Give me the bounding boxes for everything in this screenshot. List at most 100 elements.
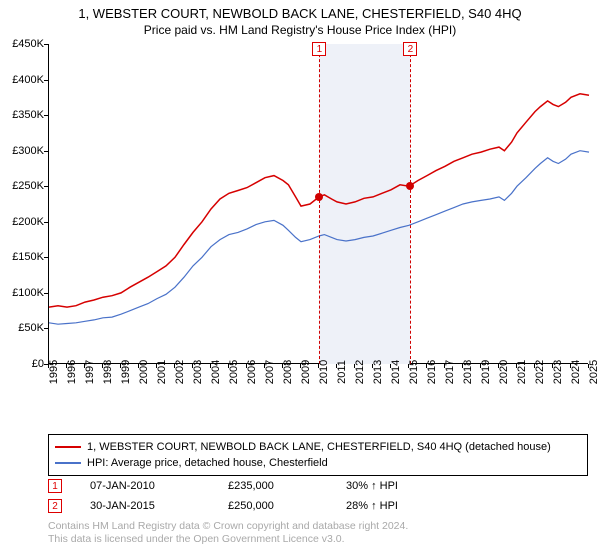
sale-marker-line bbox=[410, 44, 411, 364]
x-axis-label: 2005 bbox=[228, 360, 240, 384]
sales-table: 1 07-JAN-2010 £235,000 30% ↑ HPI 2 30-JA… bbox=[48, 476, 588, 516]
x-axis-tick bbox=[264, 364, 265, 368]
chart-container: 1, WEBSTER COURT, NEWBOLD BACK LANE, CHE… bbox=[0, 0, 600, 560]
y-axis-label: £0 bbox=[32, 358, 44, 370]
x-axis-label: 2006 bbox=[246, 360, 258, 384]
x-axis-label: 2022 bbox=[534, 360, 546, 384]
x-axis-label: 2016 bbox=[426, 360, 438, 384]
x-axis-label: 2002 bbox=[174, 360, 186, 384]
x-axis-label: 2025 bbox=[588, 360, 600, 384]
x-axis-tick bbox=[354, 364, 355, 368]
sale-marker: 2 bbox=[48, 499, 62, 513]
legend-swatch bbox=[55, 446, 81, 448]
x-axis-tick bbox=[174, 364, 175, 368]
x-axis-tick bbox=[84, 364, 85, 368]
sale-point bbox=[406, 182, 414, 190]
y-axis-label: £100K bbox=[12, 287, 44, 299]
sale-marker: 1 bbox=[48, 479, 62, 493]
sale-pct: 28% ↑ HPI bbox=[346, 496, 436, 516]
x-axis-tick bbox=[318, 364, 319, 368]
legend-row: HPI: Average price, detached house, Ches… bbox=[55, 455, 581, 471]
x-axis-tick bbox=[102, 364, 103, 368]
x-axis-tick bbox=[390, 364, 391, 368]
x-axis-label: 2013 bbox=[372, 360, 384, 384]
x-axis-tick bbox=[246, 364, 247, 368]
sale-marker-box: 2 bbox=[403, 42, 417, 56]
x-axis-label: 2001 bbox=[156, 360, 168, 384]
x-axis-tick bbox=[498, 364, 499, 368]
legend-label: HPI: Average price, detached house, Ches… bbox=[87, 455, 328, 471]
x-axis-tick bbox=[552, 364, 553, 368]
legend-row: 1, WEBSTER COURT, NEWBOLD BACK LANE, CHE… bbox=[55, 439, 581, 455]
x-axis-label: 2000 bbox=[138, 360, 150, 384]
x-axis-label: 1998 bbox=[102, 360, 114, 384]
y-axis-label: £50K bbox=[18, 322, 44, 334]
x-axis-label: 2015 bbox=[408, 360, 420, 384]
x-axis-label: 2003 bbox=[192, 360, 204, 384]
x-axis-label: 2023 bbox=[552, 360, 564, 384]
x-axis-tick bbox=[444, 364, 445, 368]
x-axis-tick bbox=[336, 364, 337, 368]
legend: 1, WEBSTER COURT, NEWBOLD BACK LANE, CHE… bbox=[48, 434, 588, 476]
sale-date: 07-JAN-2010 bbox=[90, 476, 200, 496]
sale-price: £235,000 bbox=[228, 476, 318, 496]
y-axis-label: £400K bbox=[12, 74, 44, 86]
x-axis-tick bbox=[408, 364, 409, 368]
x-axis-tick bbox=[210, 364, 211, 368]
x-axis-tick bbox=[372, 364, 373, 368]
x-axis-label: 2020 bbox=[498, 360, 510, 384]
footer-line: This data is licensed under the Open Gov… bbox=[48, 533, 408, 546]
legend-swatch bbox=[55, 462, 81, 464]
x-axis-tick bbox=[282, 364, 283, 368]
x-axis-label: 2009 bbox=[300, 360, 312, 384]
y-axis-label: £450K bbox=[12, 38, 44, 50]
x-axis-label: 1996 bbox=[66, 360, 78, 384]
sale-pct: 30% ↑ HPI bbox=[346, 476, 436, 496]
x-axis-label: 2011 bbox=[336, 360, 348, 384]
sale-row: 1 07-JAN-2010 £235,000 30% ↑ HPI bbox=[48, 476, 588, 496]
x-axis-tick bbox=[192, 364, 193, 368]
x-axis-label: 2017 bbox=[444, 360, 456, 384]
chart-subtitle: Price paid vs. HM Land Registry's House … bbox=[0, 21, 600, 37]
x-axis-label: 2007 bbox=[264, 360, 276, 384]
sale-date: 30-JAN-2015 bbox=[90, 496, 200, 516]
x-axis-tick bbox=[138, 364, 139, 368]
x-axis-label: 2004 bbox=[210, 360, 222, 384]
sale-row: 2 30-JAN-2015 £250,000 28% ↑ HPI bbox=[48, 496, 588, 516]
y-axis-label: £250K bbox=[12, 180, 44, 192]
x-axis-label: 1997 bbox=[84, 360, 96, 384]
x-axis-label: 2014 bbox=[390, 360, 402, 384]
x-axis-label: 2024 bbox=[570, 360, 582, 384]
x-axis-label: 2010 bbox=[318, 360, 330, 384]
x-axis-tick bbox=[462, 364, 463, 368]
y-axis-label: £150K bbox=[12, 251, 44, 263]
x-axis-tick bbox=[228, 364, 229, 368]
x-axis-tick bbox=[300, 364, 301, 368]
sale-marker-box: 1 bbox=[312, 42, 326, 56]
x-axis-tick bbox=[516, 364, 517, 368]
x-axis-label: 2018 bbox=[462, 360, 474, 384]
y-axis-label: £350K bbox=[12, 109, 44, 121]
x-axis-label: 2019 bbox=[480, 360, 492, 384]
sale-point bbox=[315, 193, 323, 201]
chart-title: 1, WEBSTER COURT, NEWBOLD BACK LANE, CHE… bbox=[0, 0, 600, 21]
chart-area: £0£50K£100K£150K£200K£250K£300K£350K£400… bbox=[0, 44, 600, 394]
sale-marker-line bbox=[319, 44, 320, 364]
x-axis-label: 2008 bbox=[282, 360, 294, 384]
x-axis-tick bbox=[66, 364, 67, 368]
legend-label: 1, WEBSTER COURT, NEWBOLD BACK LANE, CHE… bbox=[87, 439, 551, 455]
x-axis-tick bbox=[588, 364, 589, 368]
x-axis-tick bbox=[534, 364, 535, 368]
x-axis-tick bbox=[48, 364, 49, 368]
x-axis-label: 2012 bbox=[354, 360, 366, 384]
x-axis-tick bbox=[480, 364, 481, 368]
plot-area: 12 bbox=[48, 44, 588, 364]
sale-price: £250,000 bbox=[228, 496, 318, 516]
y-axis-label: £300K bbox=[12, 145, 44, 157]
x-axis-tick bbox=[156, 364, 157, 368]
x-axis-tick bbox=[120, 364, 121, 368]
x-axis-tick bbox=[570, 364, 571, 368]
x-axis-label: 1999 bbox=[120, 360, 132, 384]
footer-attribution: Contains HM Land Registry data © Crown c… bbox=[48, 520, 408, 546]
footer-line: Contains HM Land Registry data © Crown c… bbox=[48, 520, 408, 533]
